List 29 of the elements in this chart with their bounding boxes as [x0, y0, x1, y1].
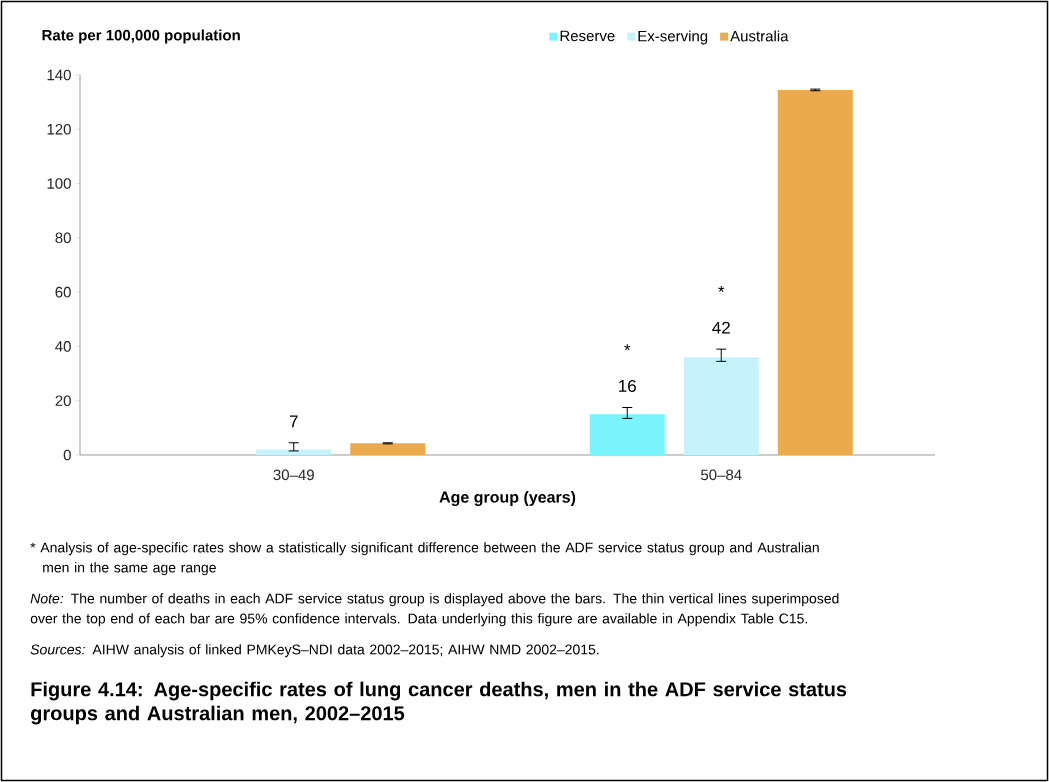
- annotation: *: [718, 285, 725, 292]
- bar: [777, 89, 853, 455]
- legend-label: Ex-serving: [638, 30, 708, 45]
- bar: [589, 414, 665, 455]
- bar: [683, 357, 759, 455]
- x-tick-label: 50–84: [701, 469, 742, 481]
- y-tick-label: 100: [47, 178, 71, 189]
- y-tick-label: 60: [55, 286, 71, 298]
- legend-label: Reserve: [560, 30, 615, 42]
- x-tick-label: 30–49: [273, 469, 314, 481]
- annotation: 7: [289, 415, 298, 428]
- y-tick-label: 140: [47, 69, 71, 81]
- bar: [256, 449, 332, 455]
- annotation: 42: [712, 321, 730, 334]
- y-tick-label: 40: [55, 341, 71, 352]
- y-tick-label: 20: [55, 395, 71, 407]
- annotation: *: [624, 344, 631, 351]
- annotation: 16: [619, 379, 636, 392]
- text: Figure 4.14: Age-specific rates of lung cancer deaths, men in the ADF service status groups and Australian men, 2002–2015: [31, 681, 847, 725]
- y-tick-label: 120: [47, 123, 71, 135]
- y-tick-label: 0: [63, 449, 71, 461]
- y-axis-title: Rate per 100,000 population: [42, 29, 240, 44]
- text: Sources: AIHW analysis of linked PMKeyS–NDI data 2002–2015; AIHW NMD 2002–2015.: [30, 644, 599, 658]
- y-tick-label: 80: [55, 232, 71, 244]
- x-axis-title: Age group (years): [439, 491, 576, 506]
- text: * Analysis of age-specific rates show a statistically significant difference between the ADF service status group and Australian men in the same age range: [30, 542, 819, 576]
- text: Note: The number of deaths in each ADF service status group is displayed above the bars. The thin vertical lines superimposed over the top end of each bar are 95% confidence intervals. Data underlying this figure are available in Appendix Table C15.: [30, 593, 839, 627]
- bar: [350, 443, 426, 455]
- legend-label: Australia: [730, 30, 789, 42]
